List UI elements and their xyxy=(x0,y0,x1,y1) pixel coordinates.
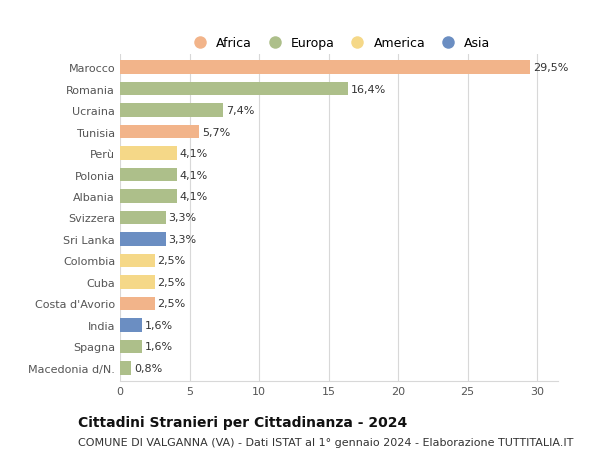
Bar xyxy=(120,361,131,375)
Text: 4,1%: 4,1% xyxy=(180,170,208,180)
Bar xyxy=(120,147,177,160)
Text: 1,6%: 1,6% xyxy=(145,320,173,330)
Bar xyxy=(120,62,530,75)
Text: 2,5%: 2,5% xyxy=(158,299,186,309)
Text: 3,3%: 3,3% xyxy=(169,213,197,223)
Bar xyxy=(120,340,142,353)
Bar xyxy=(120,104,223,118)
Text: 4,1%: 4,1% xyxy=(180,191,208,202)
Bar xyxy=(120,297,155,310)
Bar xyxy=(120,190,177,203)
Bar xyxy=(120,83,348,96)
Bar xyxy=(120,276,155,289)
Text: 4,1%: 4,1% xyxy=(180,149,208,159)
Text: Cittadini Stranieri per Cittadinanza - 2024: Cittadini Stranieri per Cittadinanza - 2… xyxy=(78,415,407,429)
Text: 29,5%: 29,5% xyxy=(533,63,568,73)
Bar xyxy=(120,254,155,268)
Text: COMUNE DI VALGANNA (VA) - Dati ISTAT al 1° gennaio 2024 - Elaborazione TUTTITALI: COMUNE DI VALGANNA (VA) - Dati ISTAT al … xyxy=(78,437,574,447)
Text: 2,5%: 2,5% xyxy=(158,277,186,287)
Bar xyxy=(120,212,166,224)
Text: 1,6%: 1,6% xyxy=(145,341,173,352)
Text: 16,4%: 16,4% xyxy=(351,84,386,95)
Text: 0,8%: 0,8% xyxy=(134,363,162,373)
Bar xyxy=(120,168,177,182)
Legend: Africa, Europa, America, Asia: Africa, Europa, America, Asia xyxy=(182,32,496,55)
Text: 5,7%: 5,7% xyxy=(202,127,230,137)
Text: 2,5%: 2,5% xyxy=(158,256,186,266)
Bar xyxy=(120,126,199,139)
Text: 7,4%: 7,4% xyxy=(226,106,254,116)
Text: 3,3%: 3,3% xyxy=(169,235,197,245)
Bar xyxy=(120,233,166,246)
Bar xyxy=(120,319,142,332)
